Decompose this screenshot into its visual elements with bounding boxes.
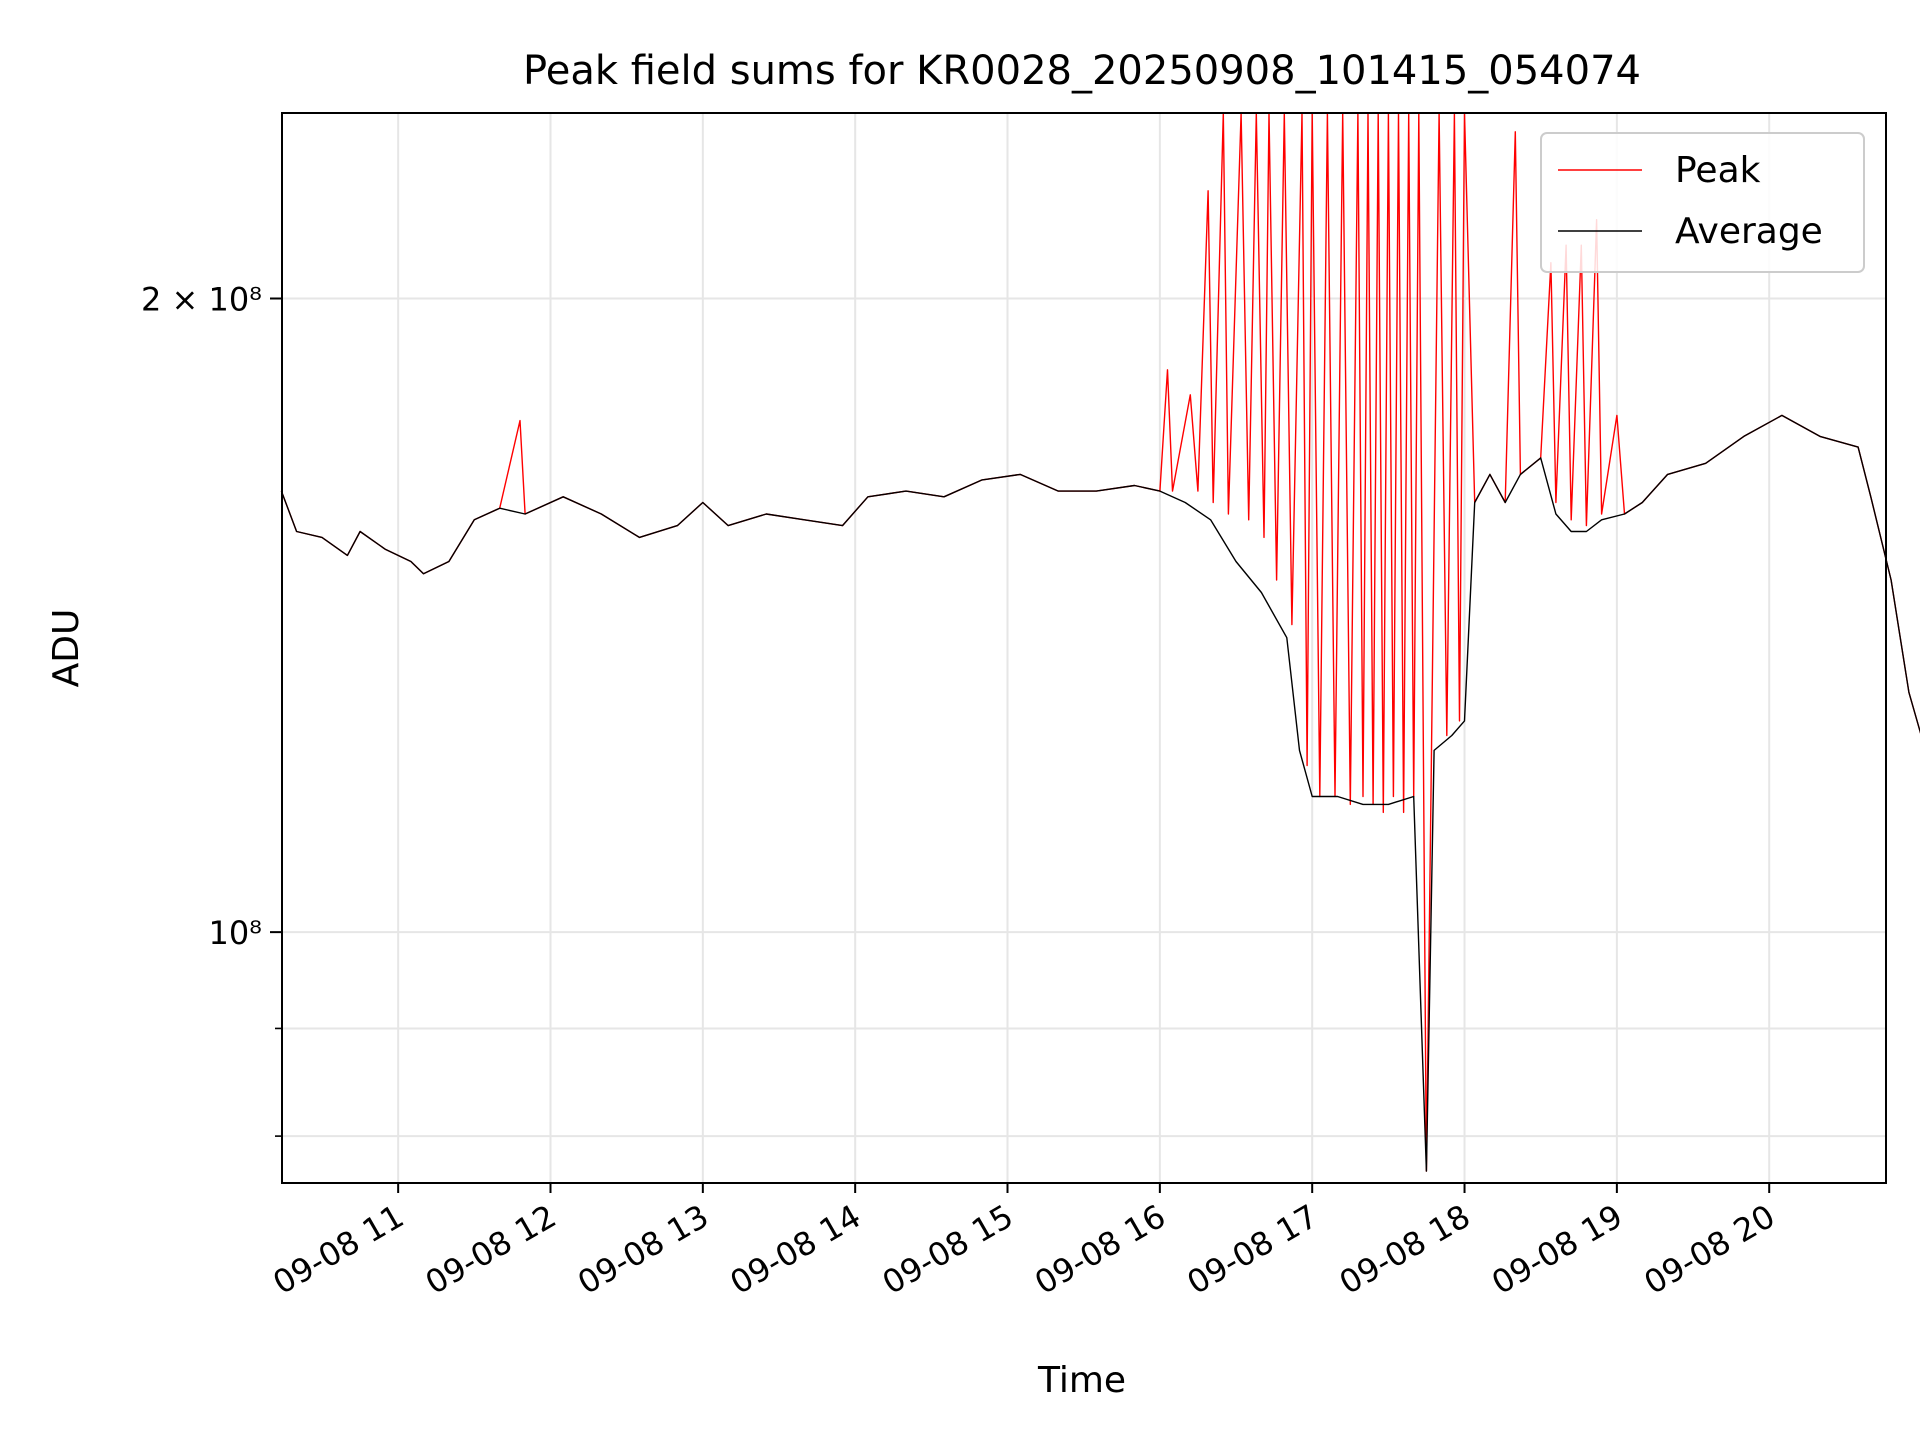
- legend: Peak Average: [1540, 132, 1865, 273]
- legend-box: [1540, 132, 1865, 273]
- y-axis-label: ADU: [46, 609, 87, 688]
- legend-peak-label: Peak: [1675, 150, 1761, 191]
- series-layer: [280, 112, 1920, 1172]
- plot-area-frame: [281, 112, 1887, 1184]
- y-tick-label: 2 × 10⁸: [141, 281, 262, 319]
- grid: [282, 113, 1886, 1183]
- legend-average-label: Average: [1675, 211, 1823, 252]
- y-axis: 2 × 10⁸ 10⁸: [141, 281, 282, 1137]
- series-line-average: [280, 414, 1920, 1172]
- y-tick-label: 10⁸: [208, 914, 262, 952]
- chart-title: Peak field sums for KR0028_20250908_1014…: [523, 48, 1641, 94]
- x-axis-label: Time: [1037, 1360, 1126, 1401]
